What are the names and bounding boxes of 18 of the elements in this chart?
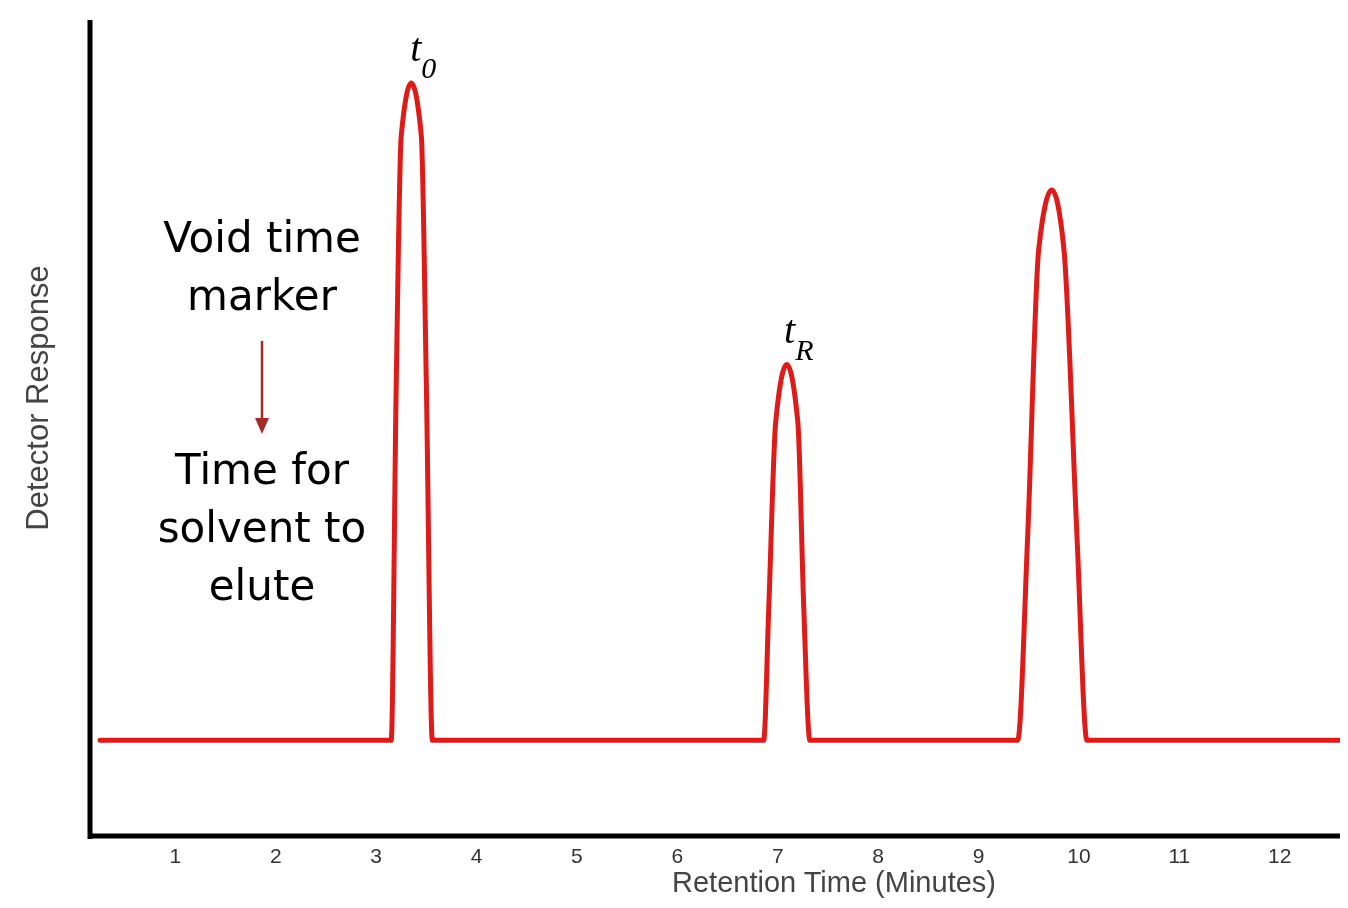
x-axis-title: Retention Time (Minutes) <box>672 866 996 898</box>
x-tick-label: 6 <box>671 844 684 867</box>
x-tick-label: 2 <box>269 844 282 867</box>
annotation: Void time marker <box>163 213 361 320</box>
annotation: t$_{R}$ <box>784 306 814 366</box>
annotation: Time for solvent to elute <box>157 445 367 610</box>
x-tick-label: 12 <box>1268 844 1292 867</box>
x-tick-label: 7 <box>771 844 784 867</box>
x-tick-label: 5 <box>571 844 583 867</box>
x-tick-label: 11 <box>1168 844 1191 867</box>
x-tick-label: 4 <box>470 844 483 867</box>
x-tick-label: 8 <box>872 844 884 867</box>
annotation: t$_{0}$ <box>410 25 437 84</box>
x-tick-label: 1 <box>169 844 182 867</box>
x-tick-label: 3 <box>370 844 382 867</box>
y-axis-title: Detector Response <box>20 265 55 531</box>
x-tick-label: 10 <box>1067 844 1091 867</box>
x-tick-label: 9 <box>972 844 985 867</box>
